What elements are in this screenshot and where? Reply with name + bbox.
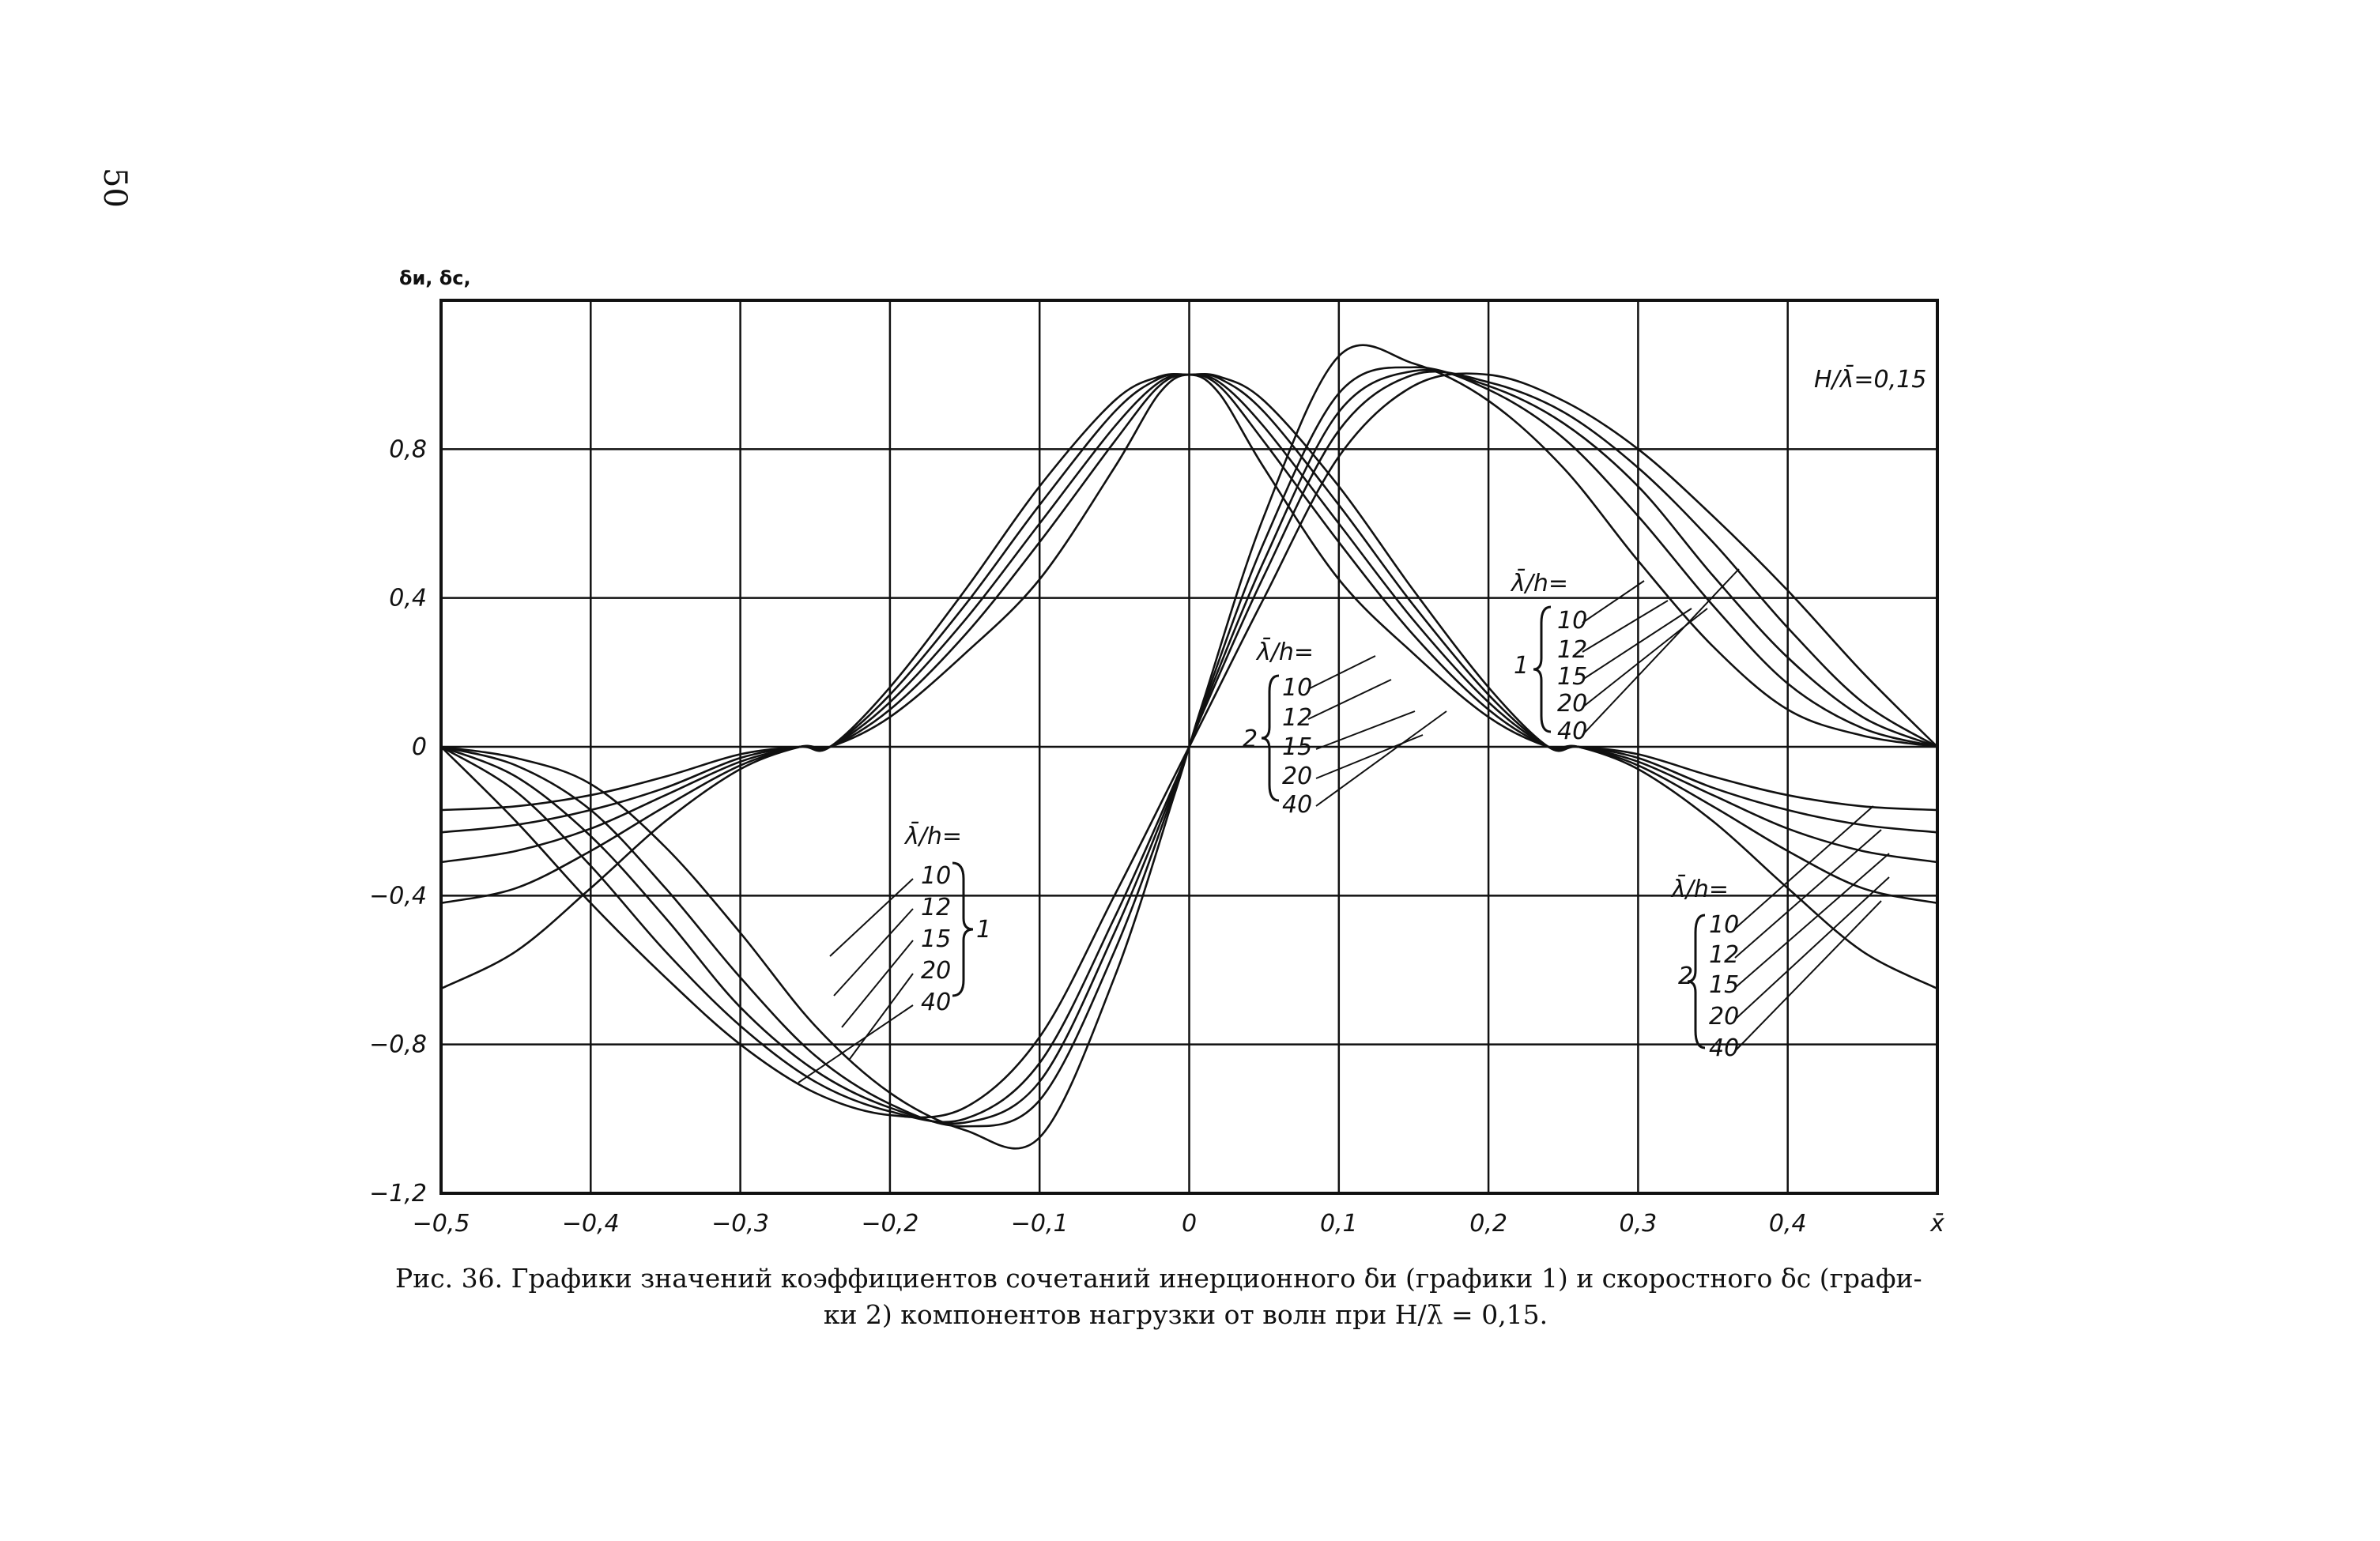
legend-ratio: 40 xyxy=(1557,718,1587,745)
y-tick-label: 0,4 xyxy=(389,585,427,612)
legend-group2-center: λ̄/h= 10 12 15 20 40 2 xyxy=(1243,638,1314,819)
x-tick-label: 0,1 xyxy=(1320,1210,1358,1238)
legend-ratio: 12 xyxy=(1557,636,1587,664)
legend-title: λ̄/h= xyxy=(1255,638,1314,666)
leader-line xyxy=(1734,853,1890,989)
x-tick-label: 0,4 xyxy=(1769,1210,1807,1238)
leader-line xyxy=(1582,608,1692,680)
leader-lines xyxy=(798,568,1890,1083)
legend-ratio: 12 xyxy=(1709,941,1739,969)
legend-ratio: 15 xyxy=(921,925,951,953)
legend-ratio: 20 xyxy=(1282,763,1312,790)
legend-brace xyxy=(1261,674,1280,802)
x-tick-label: −0,1 xyxy=(1011,1210,1069,1238)
leader-line xyxy=(1582,568,1740,736)
legend-brace xyxy=(1533,605,1552,733)
y-tick-label: 0,8 xyxy=(389,435,427,463)
y-tick-labels: 0,8 0,4 0 −0,4 −0,8 −1,2 xyxy=(369,435,427,1208)
legend-group-number: 1 xyxy=(976,916,991,944)
grid xyxy=(441,300,1937,1193)
x-tick-label: −0,2 xyxy=(861,1210,918,1238)
legend-ratio: 40 xyxy=(1709,1034,1739,1062)
legend-ratio: 40 xyxy=(921,989,951,1016)
x-tick-label: −0,4 xyxy=(562,1210,620,1238)
x-tick-label: x̄ xyxy=(1929,1210,1944,1238)
leader-line xyxy=(833,908,914,997)
legend-group-number: 2 xyxy=(1678,963,1693,990)
ratio-annotation: H/λ̄=0,15 xyxy=(1814,365,1926,394)
legend-ratio: 12 xyxy=(921,894,951,921)
y-tick-label: −1,2 xyxy=(369,1180,427,1208)
leader-line xyxy=(1734,900,1882,1052)
legend-group2-right: λ̄/h= 10 12 15 20 40 2 xyxy=(1670,875,1739,1062)
legend-group-number: 1 xyxy=(1514,652,1529,680)
caption-line-2: ки 2) компонентов нагрузки от волн при H… xyxy=(823,1299,1548,1330)
y-tick-label: −0,4 xyxy=(369,882,427,910)
legend-group1-left: λ̄/h= 10 12 15 20 40 1 xyxy=(903,822,991,1016)
legend-brace xyxy=(952,861,974,997)
legend-ratio: 20 xyxy=(1709,1003,1739,1030)
leader-line xyxy=(798,1004,914,1083)
legend-ratio: 10 xyxy=(921,862,951,890)
y-tick-label: −0,8 xyxy=(369,1031,427,1059)
x-tick-label: 0,2 xyxy=(1469,1210,1507,1238)
leader-line xyxy=(1734,876,1890,1020)
x-tick-label: 0 xyxy=(1182,1210,1197,1238)
legend-ratio: 40 xyxy=(1282,791,1312,819)
legend-title: λ̄/h= xyxy=(1510,569,1568,597)
legend-ratio: 15 xyxy=(1282,733,1312,761)
legend-title: λ̄/h= xyxy=(903,822,962,850)
legend-ratio: 10 xyxy=(1282,674,1312,702)
leader-line xyxy=(1734,829,1882,959)
leader-line xyxy=(849,973,914,1060)
leader-line xyxy=(1582,600,1669,653)
x-tick-labels: −0,5 −0,4 −0,3 −0,2 −0,1 0 0,1 0,2 0,3 0,4 x̄ xyxy=(413,1210,1945,1238)
legend-group-number: 2 xyxy=(1243,725,1258,753)
legend-group1-right: λ̄/h= 10 12 15 20 40 1 xyxy=(1510,569,1587,745)
leader-line xyxy=(1315,734,1424,779)
y-axis-label: δи, δс, xyxy=(399,267,471,289)
legend-brace xyxy=(1687,914,1706,1049)
leader-line xyxy=(1315,710,1447,807)
legend-ratio: 10 xyxy=(1557,607,1587,635)
legend-title: λ̄/h= xyxy=(1670,875,1729,903)
x-tick-label: −0,3 xyxy=(711,1210,769,1238)
series-line-group1-40 xyxy=(440,372,1938,812)
x-tick-label: −0,5 xyxy=(413,1210,470,1238)
leader-line xyxy=(1307,655,1376,690)
legend-ratio: 20 xyxy=(1557,690,1587,718)
legend-ratio: 20 xyxy=(921,957,951,985)
legend-ratio: 12 xyxy=(1282,704,1312,732)
legend-ratio: 10 xyxy=(1709,911,1739,939)
leader-line xyxy=(1734,805,1874,929)
leader-line xyxy=(1582,580,1645,624)
leader-line xyxy=(841,940,914,1028)
figure-caption: Рис. 36. Графики значений коэффициентов … xyxy=(395,1260,1976,1333)
leader-line xyxy=(1307,679,1392,720)
legend-ratio: 15 xyxy=(1709,971,1739,999)
x-tick-label: 0,3 xyxy=(1620,1210,1658,1238)
caption-line-1: Рис. 36. Графики значений коэффициентов … xyxy=(395,1263,1922,1294)
series-group xyxy=(440,344,1938,1150)
series-line-group2-40 xyxy=(440,344,1938,1150)
leader-line xyxy=(1315,710,1416,750)
leader-line xyxy=(829,878,914,957)
legend-ratio: 15 xyxy=(1557,663,1587,691)
y-tick-label: 0 xyxy=(412,733,427,761)
